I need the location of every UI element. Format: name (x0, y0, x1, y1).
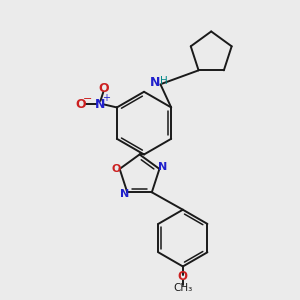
Text: N: N (95, 98, 106, 111)
Text: CH₃: CH₃ (173, 283, 193, 293)
Text: O: O (178, 270, 188, 284)
Text: O: O (112, 164, 122, 174)
Text: H: H (160, 76, 167, 86)
Text: O: O (76, 98, 86, 111)
Text: N: N (158, 162, 168, 172)
Text: +: + (102, 94, 110, 103)
Text: N: N (120, 189, 129, 199)
Text: O: O (98, 82, 109, 94)
Text: −: − (83, 94, 92, 104)
Text: N: N (150, 76, 160, 89)
